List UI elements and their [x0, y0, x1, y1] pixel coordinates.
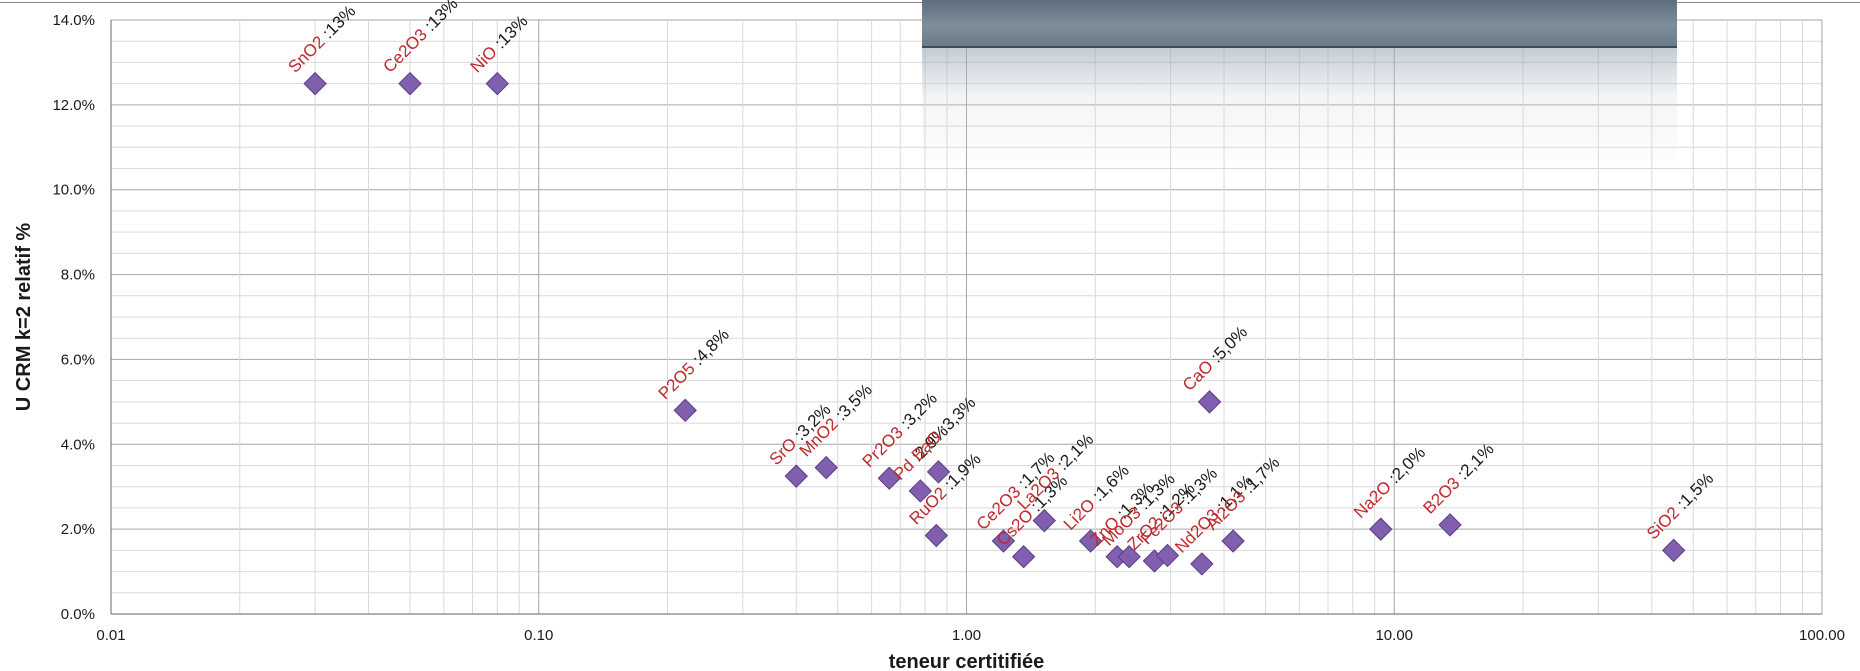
data-point-marker [924, 523, 949, 548]
data-point-marker [908, 479, 933, 503]
data-point-marker [303, 71, 327, 96]
data-point-marker [1011, 545, 1036, 569]
data-label: P2O5 :4,8% [655, 325, 733, 403]
data-label: CaO :5,0% [1179, 322, 1251, 394]
data-point-marker [1155, 543, 1180, 568]
data-point-marker [398, 71, 422, 96]
y-tick-label: 14.0% [52, 12, 95, 29]
x-tick-label: 10.00 [1375, 627, 1413, 644]
y-tick-label: 4.0% [61, 436, 95, 453]
x-tick-label: 100.00 [1799, 627, 1845, 644]
data-point-marker [1078, 529, 1103, 553]
x-tick-label: 0.01 [96, 627, 125, 644]
data-point-marker [673, 398, 697, 423]
data-label-value: :2,1% [1053, 430, 1097, 474]
data-points [303, 71, 1686, 576]
data-point-marker [1197, 390, 1222, 414]
data-label: B2O3 :2,1% [1419, 439, 1497, 517]
y-tick-label: 0.0% [61, 606, 95, 623]
data-label-value: :4,8% [689, 325, 733, 369]
data-point-marker [1117, 545, 1141, 569]
data-label: NiO :13% [467, 12, 532, 77]
data-label-value: :1,5% [1673, 469, 1717, 513]
data-point-marker [1190, 552, 1214, 576]
data-point-marker [1032, 508, 1056, 533]
grid [110, 19, 1823, 615]
x-tick-label: 1.00 [952, 627, 981, 644]
data-point-marker [814, 455, 838, 480]
data-point-marker [1221, 529, 1245, 553]
x-tick-label: 0.10 [524, 627, 553, 644]
y-tick-label: 8.0% [61, 267, 95, 284]
y-tick-label: 2.0% [61, 521, 95, 538]
data-point-marker [485, 71, 510, 96]
data-point-marker [991, 529, 1016, 553]
data-point-marker [1661, 538, 1686, 563]
data-point-marker [1369, 517, 1393, 541]
data-label-value: :13% [319, 2, 360, 43]
data-label-value: :13% [491, 12, 532, 53]
data-label: SnO2 :13% [284, 2, 359, 77]
data-label-value: :2,1% [1453, 439, 1497, 483]
data-label: SiO2 :1,5% [1643, 469, 1717, 543]
data-point-marker [1438, 513, 1462, 537]
y-tick-label: 10.0% [52, 182, 95, 199]
y-axis-title: U CRM k=2 relatif % [13, 223, 35, 412]
data-point-marker [877, 466, 902, 490]
y-tick-label: 6.0% [61, 351, 95, 368]
data-label-value: :3,3% [935, 393, 979, 437]
axes: 0.0% 2.0% 4.0% 6.0% 8.0% 10.0% 12.0% 14.0% 0.01 0… [52, 12, 1844, 644]
data-label-name: Ce2O3 [379, 22, 434, 77]
data-label: Na2O :2,0% [1350, 443, 1429, 522]
data-label: Ce2O3 :13% [379, 0, 461, 76]
data-label-value: :5,0% [1207, 322, 1251, 366]
x-axis-title: teneur certitifiée [889, 651, 1045, 671]
data-point-marker [784, 464, 808, 488]
y-tick-label: 12.0% [52, 97, 95, 114]
data-point-marker [926, 460, 951, 484]
